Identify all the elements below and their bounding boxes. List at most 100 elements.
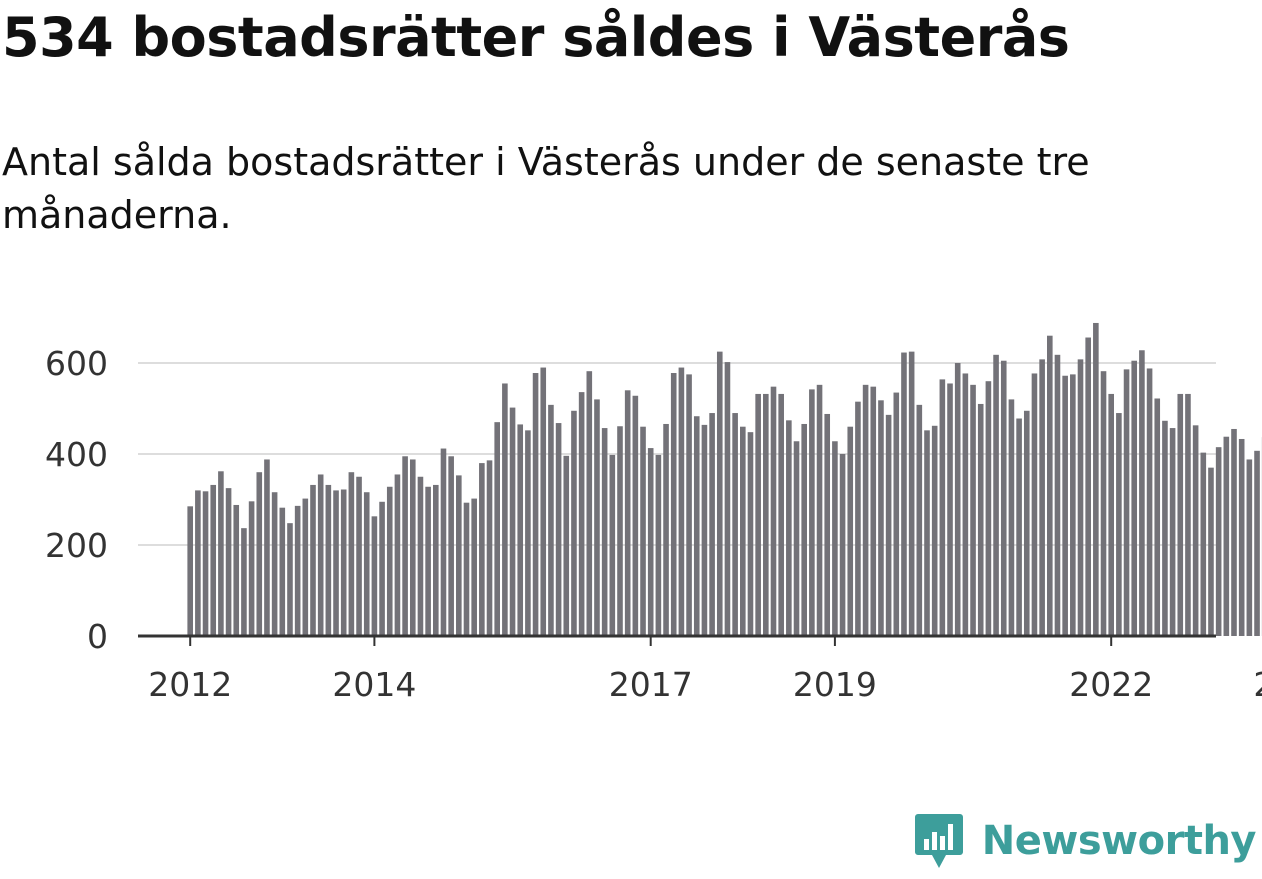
bar bbox=[1192, 425, 1199, 636]
bar bbox=[617, 426, 623, 636]
bar bbox=[425, 486, 431, 636]
brand-logo: Newsworthy bbox=[914, 809, 1257, 873]
bar bbox=[241, 528, 247, 636]
bar bbox=[1054, 354, 1061, 636]
bar bbox=[279, 507, 286, 636]
bar bbox=[947, 383, 953, 636]
bar bbox=[663, 423, 669, 636]
bar bbox=[1023, 410, 1030, 636]
bar bbox=[310, 484, 316, 636]
bar bbox=[440, 448, 447, 636]
bar bbox=[686, 374, 692, 637]
bar bbox=[655, 454, 662, 636]
bar bbox=[893, 392, 900, 636]
bar bbox=[985, 381, 992, 636]
bar bbox=[878, 400, 884, 636]
bar bbox=[402, 456, 408, 636]
bar bbox=[801, 423, 807, 636]
bar bbox=[847, 426, 854, 636]
bar bbox=[1169, 428, 1176, 636]
bar bbox=[532, 373, 539, 636]
x-tick-label: 2017 bbox=[609, 665, 693, 704]
bar bbox=[233, 504, 240, 636]
bar bbox=[962, 373, 969, 636]
bar bbox=[1223, 436, 1230, 636]
bar bbox=[1123, 369, 1130, 636]
bar bbox=[578, 392, 585, 636]
bar bbox=[325, 484, 332, 636]
bar bbox=[517, 424, 524, 636]
bar bbox=[954, 363, 961, 636]
bar bbox=[386, 486, 393, 636]
bar bbox=[916, 404, 923, 636]
bar bbox=[248, 501, 255, 636]
bar bbox=[1116, 413, 1122, 636]
bar bbox=[494, 422, 500, 636]
bar bbox=[693, 416, 700, 636]
bar bbox=[586, 371, 593, 636]
bar bbox=[755, 393, 761, 636]
bar bbox=[340, 489, 347, 636]
labels: 0200400600201220142017201920222024534 bbox=[45, 344, 1262, 704]
x-tick-label: 2024 bbox=[1253, 665, 1262, 704]
bar bbox=[778, 393, 784, 636]
bar bbox=[747, 432, 754, 636]
bar bbox=[901, 352, 907, 636]
y-tick-label: 200 bbox=[45, 526, 108, 565]
bar bbox=[862, 384, 869, 636]
bar bbox=[333, 490, 339, 636]
chart-subtitle: Antal sålda bostadsrätter i Västerås und… bbox=[2, 140, 1090, 237]
bar bbox=[394, 474, 401, 636]
bar bbox=[740, 426, 746, 636]
bar bbox=[1254, 450, 1260, 636]
bar bbox=[363, 492, 370, 636]
x-tick-label: 2019 bbox=[793, 665, 877, 704]
bar bbox=[1208, 467, 1214, 636]
x-tick-label: 2014 bbox=[332, 665, 416, 704]
bar bbox=[1215, 447, 1222, 636]
bar bbox=[609, 454, 616, 636]
bar bbox=[624, 390, 631, 636]
bar bbox=[1139, 350, 1145, 636]
y-tick-label: 600 bbox=[45, 344, 108, 383]
bar bbox=[356, 476, 362, 636]
bar bbox=[1146, 368, 1153, 636]
bar bbox=[770, 386, 777, 636]
bar bbox=[302, 498, 309, 636]
bar bbox=[264, 459, 270, 636]
bar bbox=[1047, 335, 1053, 636]
bar bbox=[456, 475, 462, 636]
bar bbox=[1108, 393, 1114, 636]
bar bbox=[601, 428, 608, 636]
bar bbox=[701, 424, 708, 636]
bar bbox=[647, 448, 654, 636]
bar bbox=[786, 420, 792, 636]
bar bbox=[1016, 418, 1022, 636]
bar bbox=[924, 430, 930, 636]
y-tick-label: 400 bbox=[45, 435, 108, 474]
bar bbox=[832, 441, 838, 636]
bar bbox=[993, 354, 999, 636]
bar bbox=[1039, 359, 1045, 636]
bar bbox=[1231, 428, 1237, 636]
bar bbox=[509, 407, 516, 636]
bar bbox=[1200, 452, 1207, 636]
bar bbox=[471, 498, 477, 636]
bar bbox=[256, 472, 263, 636]
bar bbox=[555, 423, 562, 636]
x-tick-label: 2022 bbox=[1069, 665, 1153, 704]
bar bbox=[732, 413, 738, 636]
bar bbox=[563, 455, 570, 636]
bar bbox=[931, 425, 938, 636]
bar bbox=[970, 384, 976, 636]
bar bbox=[433, 484, 439, 636]
bar bbox=[1131, 360, 1138, 636]
bar bbox=[640, 426, 646, 636]
bar bbox=[548, 404, 554, 636]
bar bbox=[348, 472, 355, 636]
bar bbox=[977, 403, 984, 636]
bar bbox=[1093, 322, 1099, 636]
bar bbox=[809, 389, 815, 636]
bar bbox=[763, 393, 769, 636]
bar bbox=[1077, 359, 1084, 636]
